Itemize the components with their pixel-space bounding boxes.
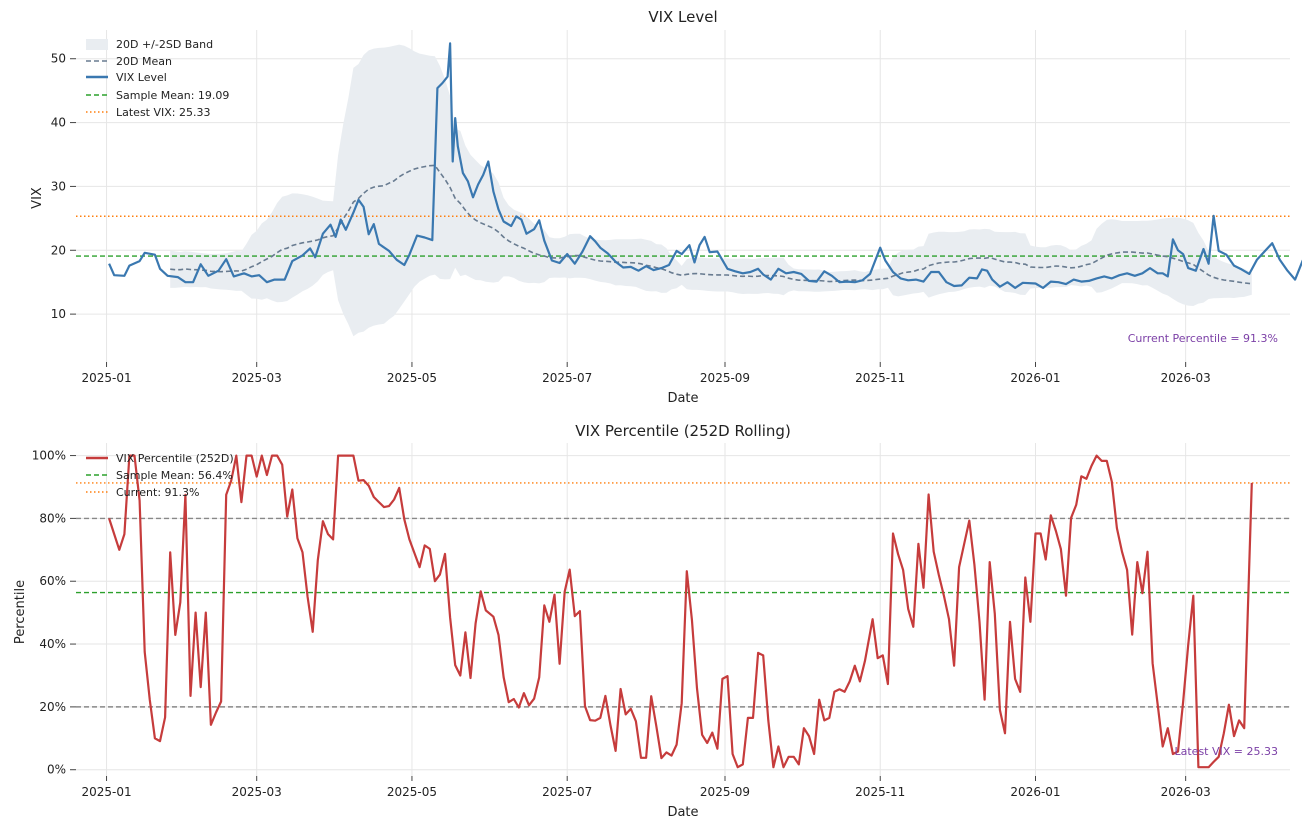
vix-percentile-path	[108, 454, 1253, 769]
band-area	[170, 44, 1252, 337]
x-axis-label: Date	[667, 805, 698, 820]
x-tick-label: 2025-07	[542, 785, 592, 799]
x-tick-label: 2026-03	[1161, 371, 1211, 385]
band-2sd	[170, 44, 1252, 337]
vix-level-line	[108, 42, 1302, 289]
y-tick-label: 40	[51, 116, 66, 130]
x-tick-label: 2025-07	[542, 371, 592, 385]
latest-vix-annotation: Latest VIX = 25.33	[1175, 745, 1279, 758]
y-tick-label: 50	[51, 52, 66, 66]
legend-label-vix: VIX Level	[116, 71, 167, 84]
x-axis-label: Date	[667, 391, 698, 406]
y-tick-label: 20%	[39, 700, 66, 714]
legend-label-latest: Latest VIX: 25.33	[116, 106, 211, 119]
x-tick-label: 2025-05	[387, 785, 437, 799]
grid	[76, 30, 1290, 362]
x-tick-labels: 2025-01 2025-03 2025-05 2025-07 2025-09 2025-…	[81, 776, 1211, 799]
y-tick-labels: 0% 20% 40% 60% 80% 100%	[32, 449, 76, 777]
y-tick-label: 40%	[39, 637, 66, 651]
y-axis-label: VIX	[30, 187, 45, 209]
legend-label-band: 20D +/-2SD Band	[116, 38, 213, 51]
x-tick-labels: 2025-01 2025-03 2025-05 2025-07 2025-09 2025-…	[81, 362, 1211, 385]
legend: VIX Percentile (252D) Sample Mean: 56.4%…	[86, 452, 234, 499]
x-tick-label: 2025-09	[700, 785, 750, 799]
reference-lines	[76, 482, 1290, 708]
y-tick-label: 20	[51, 243, 66, 257]
reference-lines	[76, 215, 1290, 257]
x-tick-label: 2025-11	[855, 785, 905, 799]
chart-title: VIX Level	[648, 8, 717, 26]
x-tick-label: 2025-01	[81, 371, 131, 385]
x-tick-label: 2025-05	[387, 371, 437, 385]
x-tick-label: 2025-03	[232, 785, 282, 799]
legend-label-sample-mean: Sample Mean: 19.09	[116, 89, 229, 102]
x-tick-label: 2025-09	[700, 371, 750, 385]
x-tick-label: 2026-01	[1010, 371, 1060, 385]
legend: 20D +/-2SD Band 20D Mean VIX Level Sampl…	[86, 38, 229, 119]
panel-vix-percentile: VIX Percentile (252D Rolling) 0% 20% 40% 60…	[13, 422, 1290, 820]
x-tick-label: 2025-03	[232, 371, 282, 385]
x-tick-label: 2026-01	[1010, 785, 1060, 799]
y-tick-label: 10	[51, 307, 66, 321]
grid	[76, 443, 1290, 776]
x-tick-label: 2026-03	[1161, 785, 1211, 799]
y-tick-label: 80%	[39, 511, 66, 525]
y-tick-label: 60%	[39, 574, 66, 588]
chart-title: VIX Percentile (252D Rolling)	[575, 422, 791, 440]
percentile-annotation: Current Percentile = 91.3%	[1128, 332, 1278, 345]
x-tick-label: 2025-11	[855, 371, 905, 385]
legend-label-sample-mean: Sample Mean: 56.4%	[116, 469, 233, 482]
mean-20d-line	[170, 164, 1252, 285]
x-tick-label: 2025-01	[81, 785, 131, 799]
y-axis-label: Percentile	[13, 580, 28, 644]
mean-20d-path	[170, 164, 1252, 285]
legend-label-mean: 20D Mean	[116, 55, 172, 68]
y-tick-label: 0%	[47, 763, 66, 777]
legend-swatch-band	[86, 39, 108, 50]
y-tick-label: 30	[51, 179, 66, 193]
vix-percentile-line	[108, 454, 1253, 769]
legend-label-percentile: VIX Percentile (252D)	[116, 452, 234, 465]
y-tick-label: 100%	[32, 449, 66, 463]
vix-level-path	[108, 42, 1302, 289]
y-tick-labels: 10 20 30 40 50	[51, 52, 76, 321]
legend-label-current: Current: 91.3%	[116, 486, 199, 499]
